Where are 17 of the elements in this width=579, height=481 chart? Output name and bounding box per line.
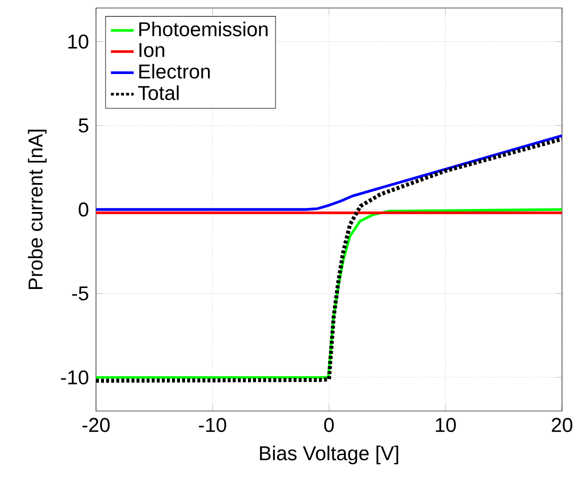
y-tick-label: -10 xyxy=(61,370,88,384)
x-tick-label: 20 xyxy=(552,418,572,432)
x-tick-label: 0 xyxy=(324,418,334,432)
legend-label: Ion xyxy=(140,43,164,58)
line-series xyxy=(96,134,562,211)
x-tick-label: 10 xyxy=(436,418,456,432)
y-tick-label: -5 xyxy=(72,286,88,300)
x-tick-label: -20 xyxy=(82,418,110,432)
y-tick-label: 0 xyxy=(78,202,88,217)
y-axis-title: Probe current [nA] xyxy=(28,130,47,290)
legend-label: Total xyxy=(138,85,179,100)
y-tick-label: 5 xyxy=(78,118,88,133)
x-axis-title: Bias Voltage [V] xyxy=(260,446,398,464)
y-tick-label: 10 xyxy=(68,34,88,49)
legend-label: Electron xyxy=(139,64,210,79)
x-tick-label: -10 xyxy=(198,418,226,432)
legend-label: Photoemission xyxy=(139,22,268,36)
